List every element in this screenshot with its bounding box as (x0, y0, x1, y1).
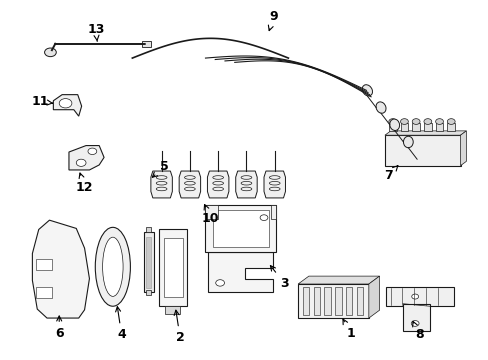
Circle shape (88, 148, 97, 154)
FancyBboxPatch shape (142, 41, 151, 46)
Circle shape (447, 119, 454, 125)
FancyBboxPatch shape (271, 205, 276, 220)
Text: 9: 9 (268, 10, 278, 31)
Polygon shape (32, 220, 89, 318)
Text: 11: 11 (32, 95, 52, 108)
FancyBboxPatch shape (164, 306, 179, 314)
Ellipse shape (403, 136, 412, 148)
Polygon shape (460, 131, 466, 166)
FancyBboxPatch shape (356, 287, 362, 315)
FancyBboxPatch shape (146, 226, 151, 231)
FancyBboxPatch shape (212, 210, 268, 247)
FancyBboxPatch shape (384, 135, 460, 166)
Polygon shape (368, 276, 379, 318)
FancyBboxPatch shape (163, 238, 182, 297)
Text: 6: 6 (55, 316, 63, 340)
Circle shape (411, 119, 419, 125)
Polygon shape (179, 171, 200, 198)
FancyBboxPatch shape (146, 291, 151, 296)
FancyBboxPatch shape (435, 123, 443, 131)
Text: 7: 7 (383, 166, 397, 182)
Text: 12: 12 (76, 173, 93, 194)
FancyBboxPatch shape (385, 287, 453, 306)
FancyBboxPatch shape (345, 287, 351, 315)
Polygon shape (264, 171, 285, 198)
Polygon shape (207, 171, 228, 198)
Circle shape (400, 119, 407, 125)
Circle shape (260, 215, 267, 221)
FancyBboxPatch shape (145, 237, 151, 288)
Circle shape (388, 119, 396, 125)
FancyBboxPatch shape (334, 287, 341, 315)
Text: 5: 5 (152, 160, 168, 177)
Circle shape (410, 320, 418, 326)
Text: 2: 2 (174, 310, 184, 344)
FancyBboxPatch shape (423, 123, 431, 131)
Circle shape (423, 119, 431, 125)
Ellipse shape (362, 85, 372, 96)
Polygon shape (298, 276, 379, 284)
Polygon shape (36, 287, 52, 298)
FancyBboxPatch shape (400, 123, 407, 131)
Circle shape (435, 119, 443, 125)
FancyBboxPatch shape (447, 123, 454, 131)
FancyBboxPatch shape (388, 123, 396, 131)
Polygon shape (53, 95, 81, 116)
Text: 8: 8 (412, 321, 423, 341)
Circle shape (59, 99, 72, 108)
FancyBboxPatch shape (411, 123, 419, 131)
Text: 1: 1 (342, 319, 354, 340)
Text: 13: 13 (87, 23, 104, 41)
Polygon shape (151, 171, 172, 198)
FancyBboxPatch shape (144, 231, 154, 292)
Ellipse shape (95, 227, 130, 306)
FancyBboxPatch shape (303, 287, 309, 315)
Circle shape (44, 48, 56, 57)
Text: 10: 10 (201, 204, 219, 225)
Polygon shape (235, 171, 257, 198)
FancyBboxPatch shape (402, 304, 429, 330)
Circle shape (76, 159, 86, 166)
FancyBboxPatch shape (205, 205, 217, 220)
Ellipse shape (389, 119, 399, 130)
FancyBboxPatch shape (298, 284, 368, 318)
FancyBboxPatch shape (313, 287, 320, 315)
Ellipse shape (102, 237, 123, 296)
FancyBboxPatch shape (159, 229, 187, 306)
Text: 4: 4 (115, 307, 126, 341)
Polygon shape (69, 145, 104, 170)
FancyBboxPatch shape (324, 287, 330, 315)
Ellipse shape (375, 102, 385, 113)
FancyBboxPatch shape (205, 205, 276, 252)
Text: 3: 3 (270, 266, 288, 290)
Circle shape (215, 280, 224, 286)
Polygon shape (207, 252, 272, 292)
Circle shape (411, 294, 418, 299)
Polygon shape (36, 259, 52, 270)
Polygon shape (384, 131, 466, 135)
